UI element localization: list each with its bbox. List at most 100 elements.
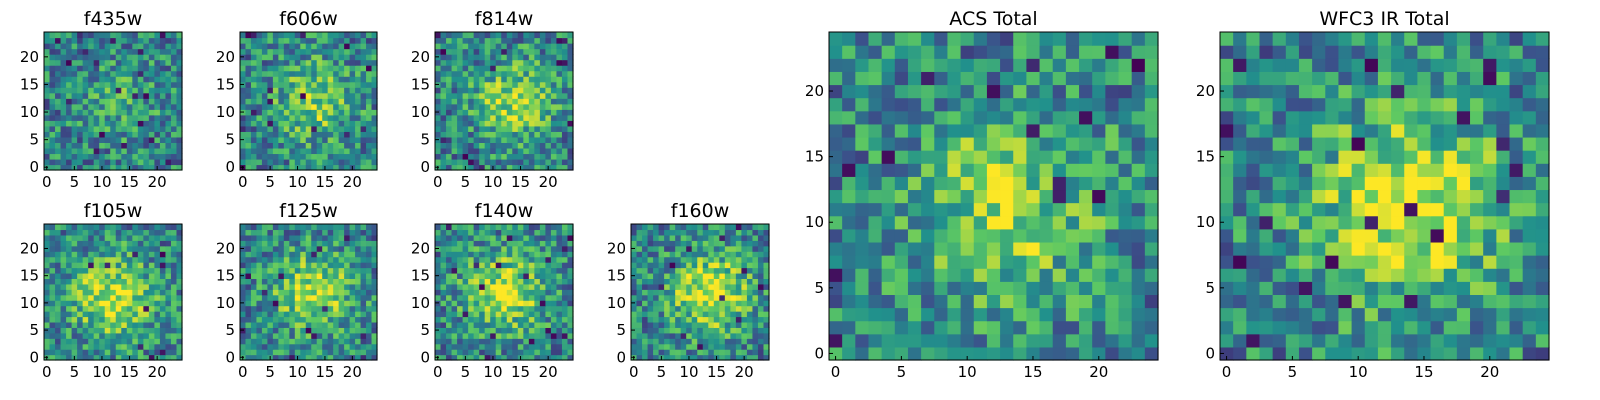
heatmap-cell (829, 215, 843, 230)
heatmap-cell (713, 338, 720, 345)
heatmap-cell (176, 54, 183, 61)
heatmap-cell (451, 289, 458, 296)
heatmap-cell (642, 354, 649, 361)
heatmap-cell (446, 332, 453, 339)
heatmap-cell (868, 307, 883, 322)
heatmap-cell (132, 321, 139, 328)
heatmap-cell (82, 289, 89, 296)
heatmap-cell (523, 120, 530, 127)
heatmap-cell (110, 256, 117, 263)
heatmap-cell (451, 332, 458, 339)
heatmap-cell (730, 354, 737, 361)
heatmap-cell (327, 300, 334, 307)
heatmap-cell (636, 349, 643, 356)
heatmap-cell (523, 109, 530, 116)
heatmap-cell (763, 289, 770, 296)
heatmap-cell (479, 224, 486, 231)
heatmap-cell (289, 332, 296, 339)
heatmap-cell (110, 294, 117, 301)
heatmap-cell (763, 294, 770, 301)
heatmap-cell (176, 109, 183, 116)
heatmap-cell (545, 256, 552, 263)
heatmap-cell (267, 311, 274, 318)
heatmap-cell (506, 349, 513, 356)
heatmap-cell (44, 92, 51, 99)
heatmap-cell (490, 114, 497, 121)
heatmap-cell (327, 251, 334, 258)
heatmap-cell (115, 321, 122, 328)
heatmap-cell (479, 262, 486, 269)
heatmap-cell (261, 316, 268, 323)
heatmap-cell (256, 311, 263, 318)
heatmap-cell (473, 59, 480, 66)
heatmap-cell (349, 114, 356, 121)
heatmap-cell (49, 289, 56, 296)
heatmap-cell (283, 76, 290, 83)
heatmap-cell (440, 125, 447, 132)
heatmap-cell (501, 289, 508, 296)
heatmap-cell (479, 267, 486, 274)
heatmap-cell (534, 65, 541, 72)
heatmap-cell (462, 283, 469, 290)
x-tick-label: 0 (238, 173, 248, 191)
heatmap-cell (261, 103, 268, 110)
heatmap-cell (66, 76, 73, 83)
heatmap-cell (55, 294, 62, 301)
heatmap-cell (730, 234, 737, 241)
heatmap-cell (631, 267, 638, 274)
heatmap-cell (523, 245, 530, 252)
heatmap-cell (60, 354, 67, 361)
heatmap-cell (473, 109, 480, 116)
heatmap-cell (66, 224, 73, 231)
heatmap-cell (148, 272, 155, 279)
heatmap-cell (468, 48, 475, 55)
heatmap-cell (741, 294, 748, 301)
heatmap-cell (170, 294, 178, 301)
heatmap-cell (121, 114, 128, 121)
heatmap-cell (344, 48, 351, 55)
heatmap-cell (110, 229, 117, 236)
heatmap-cell (121, 316, 128, 323)
heatmap-cell (283, 120, 290, 127)
heatmap-cell (176, 153, 183, 160)
heatmap-cell (528, 37, 535, 44)
heatmap-cell (93, 338, 100, 345)
heatmap-cell (702, 234, 709, 241)
heatmap-cell (664, 245, 671, 252)
heatmap-cell (300, 109, 307, 116)
heatmap-cell (1065, 163, 1080, 177)
heatmap-cell (71, 283, 78, 290)
heatmap-cell (658, 267, 665, 274)
heatmap-cell (680, 289, 687, 296)
heatmap-cell (159, 59, 167, 66)
heatmap-cell (240, 98, 247, 105)
heatmap-cell (757, 327, 765, 334)
heatmap-cell (143, 294, 150, 301)
heatmap-cell (561, 103, 569, 110)
heatmap-cell (947, 346, 962, 361)
heatmap-cell (506, 251, 513, 258)
heatmap-cell (316, 278, 323, 285)
heatmap-cell (82, 283, 89, 290)
heatmap-cell (137, 294, 144, 301)
heatmap-cell (333, 234, 340, 241)
heatmap-cell (355, 251, 362, 258)
heatmap-cell (366, 43, 373, 50)
heatmap-cell (55, 54, 62, 61)
heatmap-cell (278, 294, 285, 301)
heatmap-cell (1065, 215, 1080, 230)
heatmap-cell (88, 70, 95, 77)
heatmap-cell (528, 283, 535, 290)
heatmap-cell (126, 305, 133, 312)
heatmap-cell (93, 87, 100, 94)
heatmap-cell (686, 251, 693, 258)
heatmap-cell (148, 103, 155, 110)
heatmap-cell (934, 163, 949, 177)
heatmap-cell (360, 153, 367, 160)
heatmap-cell (921, 150, 935, 164)
heatmap-cell (289, 114, 296, 121)
heatmap-cell (60, 311, 67, 318)
heatmap-cell (669, 321, 676, 328)
heatmap-cell (512, 153, 519, 160)
heatmap-cell (675, 262, 682, 269)
